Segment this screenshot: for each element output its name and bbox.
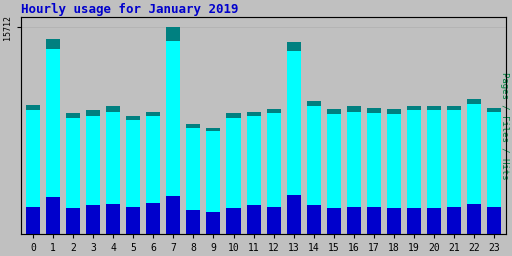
Bar [407,110,421,234]
Bar [307,205,321,234]
Bar [66,118,80,234]
Bar [206,127,221,234]
Bar [487,207,501,234]
Bar [66,208,80,234]
Bar [247,112,261,234]
Bar [287,195,301,234]
Bar [46,197,60,234]
Bar [146,116,160,234]
Bar [267,207,281,234]
Bar [407,208,421,234]
Bar [166,27,180,234]
Bar [267,113,281,234]
Bar [86,205,100,234]
Bar [226,208,241,234]
Bar [347,106,361,234]
Bar [126,207,140,234]
Bar [86,116,100,234]
Bar [146,202,160,234]
Bar [126,120,140,234]
Text: Hourly usage for January 2019: Hourly usage for January 2019 [21,3,238,16]
Bar [447,207,461,234]
Bar [206,212,221,234]
Y-axis label: Pages / Files / Hits: Pages / Files / Hits [500,72,509,179]
Bar [467,99,481,234]
Bar [26,105,40,234]
Bar [467,104,481,234]
Bar [327,208,341,234]
Bar [86,110,100,234]
Bar [146,112,160,234]
Bar [226,118,241,234]
Bar [287,42,301,234]
Bar [287,51,301,234]
Bar [427,106,441,234]
Bar [206,132,221,234]
Bar [226,113,241,234]
Bar [247,205,261,234]
Bar [66,113,80,234]
Bar [447,106,461,234]
Bar [467,204,481,234]
Bar [367,207,381,234]
Bar [106,112,120,234]
Bar [126,116,140,234]
Bar [46,39,60,234]
Bar [186,127,200,234]
Bar [387,109,401,234]
Bar [407,106,421,234]
Bar [487,112,501,234]
Bar [447,110,461,234]
Bar [186,124,200,234]
Bar [307,106,321,234]
Bar [327,114,341,234]
Bar [46,49,60,234]
Bar [106,204,120,234]
Bar [106,106,120,234]
Bar [367,113,381,234]
Bar [347,207,361,234]
Bar [307,101,321,234]
Bar [186,210,200,234]
Bar [166,41,180,234]
Bar [26,110,40,234]
Bar [166,196,180,234]
Bar [26,207,40,234]
Bar [427,208,441,234]
Bar [387,114,401,234]
Bar [367,108,381,234]
Bar [487,108,501,234]
Bar [247,116,261,234]
Bar [387,208,401,234]
Bar [347,112,361,234]
Bar [427,110,441,234]
Bar [267,109,281,234]
Bar [327,109,341,234]
